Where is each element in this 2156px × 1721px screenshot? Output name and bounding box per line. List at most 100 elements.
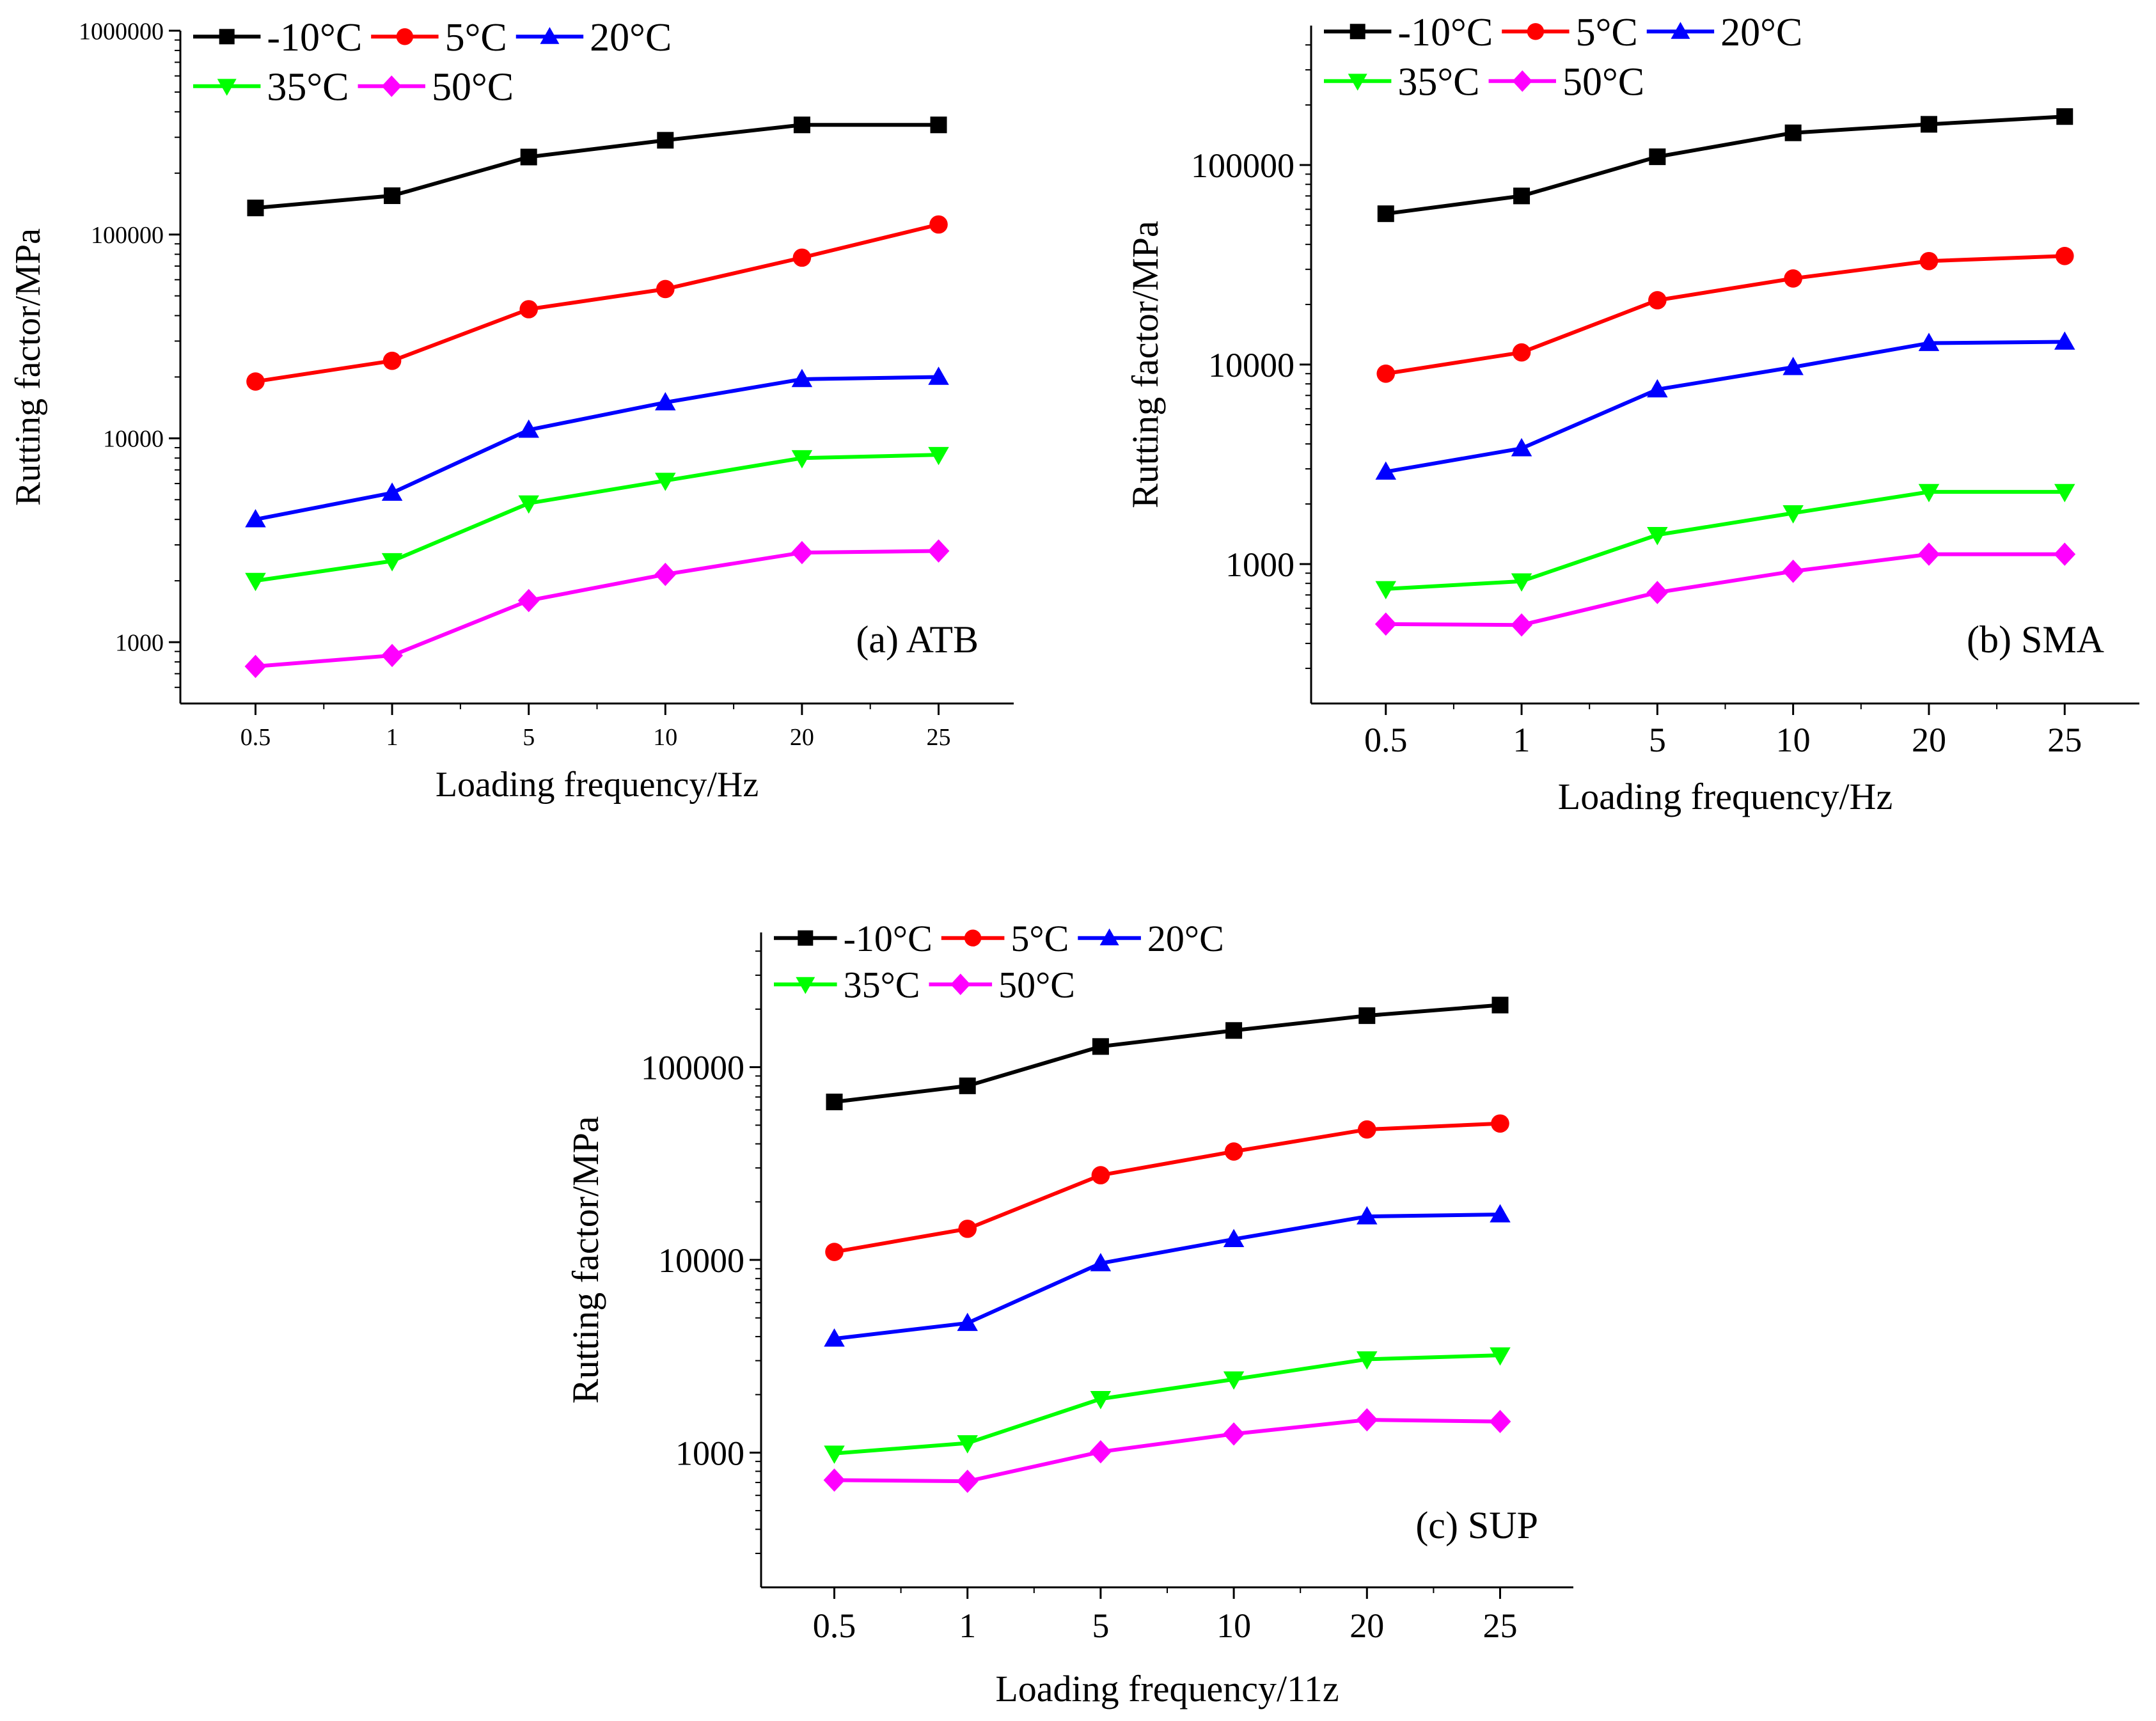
legend-marker <box>798 930 814 946</box>
x-tick-label: 5 <box>1092 1607 1109 1645</box>
legend-item: 50°C <box>1488 61 1644 104</box>
data-point <box>792 248 812 267</box>
data-point <box>1513 187 1530 205</box>
data-point <box>245 508 266 528</box>
data-point <box>824 1445 845 1464</box>
data-point <box>928 446 949 466</box>
data-point <box>1511 437 1532 457</box>
series-20°C <box>1375 331 2075 480</box>
chart-2: 1000 10000 100000 0.5 1 5 10 20 25 Loading freque… <box>1124 11 2139 817</box>
legend-item: 20°C <box>1078 918 1224 959</box>
panel-title: (b) SMA <box>1967 618 2104 661</box>
x-tick-label: 0.5 <box>1364 721 1408 759</box>
data-point <box>1225 1022 1243 1039</box>
data-point <box>1357 1120 1376 1139</box>
series-line <box>1385 254 2065 376</box>
data-point <box>1918 483 1940 503</box>
legend-label: 20°C <box>590 16 672 59</box>
data-point <box>1782 560 1804 583</box>
series-50°C <box>244 539 950 679</box>
data-point <box>1920 116 1937 133</box>
legend-item: 5°C <box>1502 11 1638 54</box>
y-tick-label: 100000 <box>641 1049 744 1087</box>
data-point <box>1358 1007 1376 1025</box>
data-point <box>520 148 537 166</box>
legend-marker <box>1512 70 1532 92</box>
legend-marker <box>1527 23 1545 40</box>
data-point <box>519 300 538 318</box>
data-point <box>928 366 949 385</box>
series--10°C <box>247 116 947 217</box>
data-point <box>1090 1391 1112 1410</box>
data-point <box>959 1077 976 1094</box>
data-point <box>247 200 264 217</box>
series-35°C <box>1375 483 2075 600</box>
x-tick-label: 20 <box>790 724 814 751</box>
data-point <box>1491 1114 1509 1133</box>
data-point <box>1649 148 1666 166</box>
series-20°C <box>245 366 949 528</box>
legend-label: 20°C <box>1147 918 1224 959</box>
data-point <box>826 1094 843 1111</box>
y-tick-label: 1000 <box>1225 546 1294 584</box>
x-tick-label: 10 <box>653 724 677 751</box>
data-point <box>1648 291 1667 310</box>
legend-item: 50°C <box>929 964 1075 1006</box>
y-tick-label: 10000 <box>1208 346 1294 384</box>
y-tick-label: 100000 <box>1191 146 1294 185</box>
legend-label: 50°C <box>998 964 1075 1006</box>
legend-marker <box>1349 24 1365 40</box>
y-axis-label: Rutting factor/MPa <box>8 228 48 506</box>
data-point <box>929 215 948 234</box>
data-point <box>1224 1142 1243 1161</box>
legend-marker <box>1671 22 1690 39</box>
legend-item: -10°C <box>774 918 932 959</box>
legend-item: 20°C <box>1646 11 1802 54</box>
x-axis-label: Loading frequency/11z <box>995 1668 1339 1709</box>
x-tick-label: 10 <box>1776 721 1811 759</box>
data-point <box>957 1435 978 1454</box>
legend-marker <box>796 977 815 994</box>
chart-1: 1000 10000 100000 1000000 0.5 1 5 10 20 25 Loading… <box>8 16 1014 805</box>
data-point <box>656 279 675 299</box>
data-point <box>958 1220 977 1238</box>
data-point <box>1223 1229 1245 1248</box>
data-point <box>1782 356 1804 375</box>
data-point <box>1918 333 1940 351</box>
x-tick-label: 1 <box>1513 721 1530 759</box>
legend-marker <box>396 28 414 45</box>
data-point <box>1092 1038 1109 1055</box>
data-point <box>2054 542 2076 566</box>
data-point <box>1091 1166 1110 1184</box>
legend-label: 5°C <box>1576 11 1638 54</box>
data-point <box>517 588 540 613</box>
data-point <box>2056 108 2073 125</box>
data-point <box>1784 269 1802 288</box>
series-line <box>1385 490 2065 591</box>
data-point <box>1784 124 1802 141</box>
series-35°C <box>245 446 949 592</box>
series-50°C <box>823 1408 1511 1493</box>
data-point <box>655 392 676 411</box>
data-point <box>654 562 677 586</box>
series-line <box>834 1353 1500 1456</box>
legend-item: 5°C <box>941 918 1069 959</box>
data-point <box>1490 1347 1511 1366</box>
legend-label: 20°C <box>1720 11 1802 54</box>
series-5°C <box>825 1114 1509 1261</box>
y-tick-label: 1000000 <box>79 18 164 45</box>
data-point <box>1090 1440 1112 1464</box>
legend-label: 5°C <box>1011 918 1069 959</box>
data-point <box>823 1468 846 1492</box>
data-point <box>655 473 676 491</box>
series-line <box>255 123 939 210</box>
data-point <box>793 116 810 134</box>
data-point <box>930 116 947 134</box>
x-tick-label: 20 <box>1349 1607 1384 1645</box>
legend-label: 35°C <box>844 964 920 1006</box>
x-tick-label: 1 <box>959 1607 976 1645</box>
x-tick-label: 25 <box>2047 721 2082 759</box>
legend-marker <box>217 79 237 96</box>
x-tick-label: 5 <box>1649 721 1666 759</box>
